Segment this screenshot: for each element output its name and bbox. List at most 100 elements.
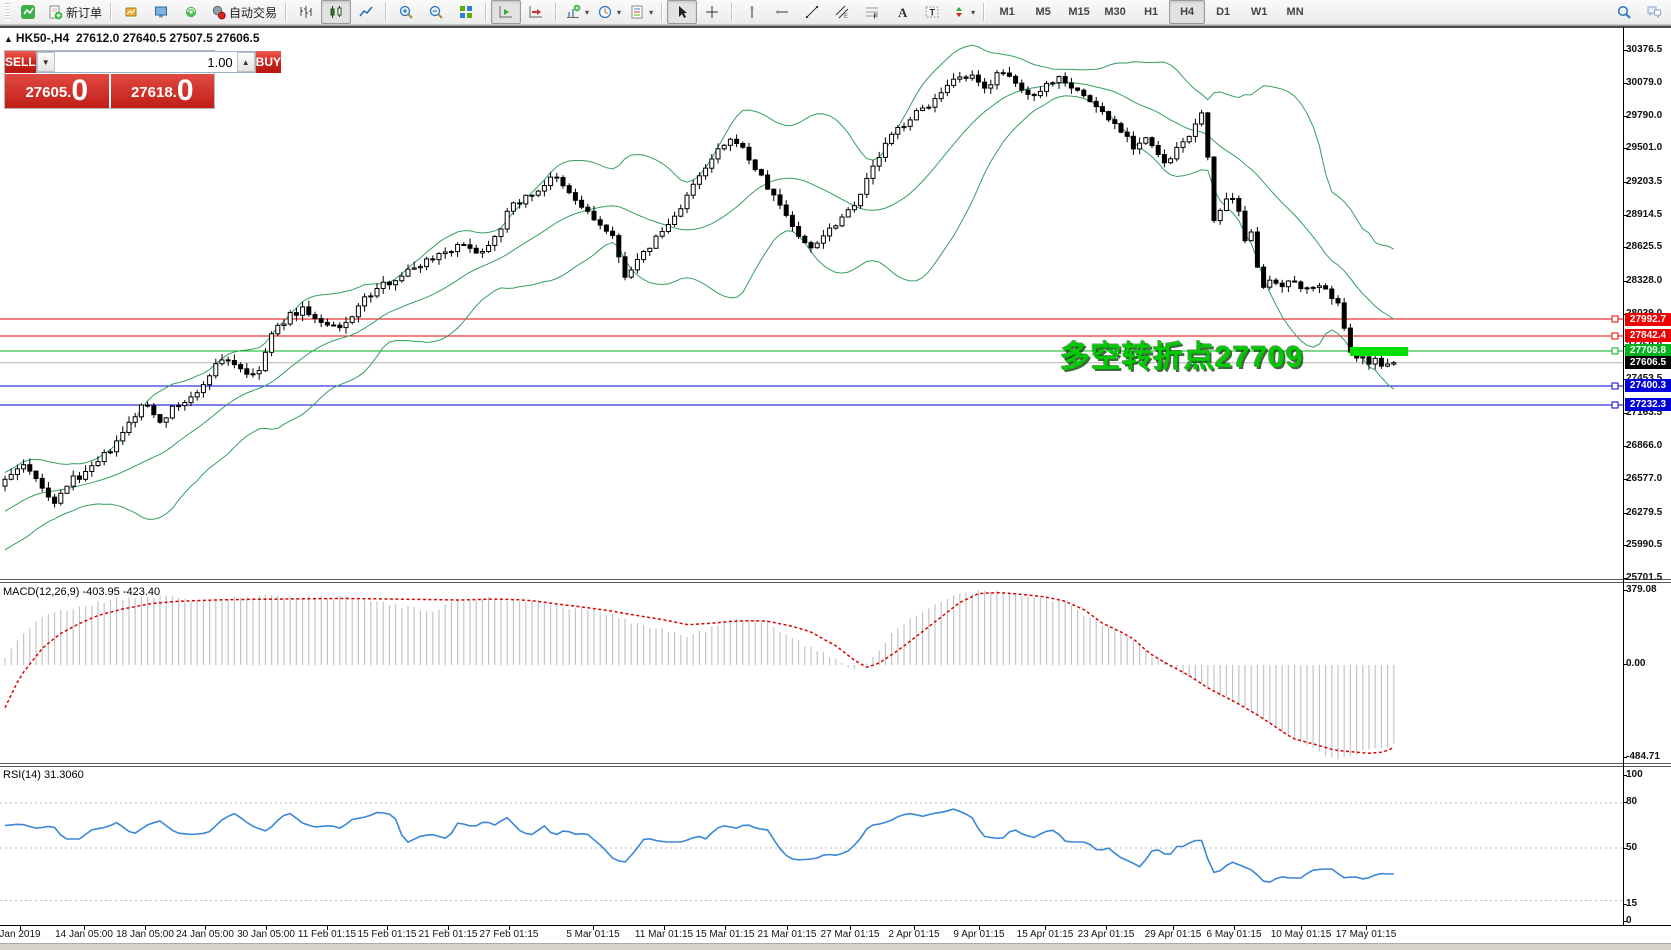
label-button[interactable]: T bbox=[917, 0, 947, 24]
candlestick-button[interactable] bbox=[321, 0, 352, 24]
new-order-button[interactable]: 新订单 bbox=[43, 0, 106, 24]
vertical-line-button[interactable] bbox=[737, 0, 767, 24]
time-axis-tick bbox=[509, 926, 510, 930]
trendline-button[interactable] bbox=[797, 0, 827, 24]
pane-splitter[interactable] bbox=[0, 579, 1671, 583]
trendline-icon bbox=[806, 6, 819, 18]
auto-trading-button-label: 自动交易 bbox=[229, 5, 278, 20]
chart-shift-icon bbox=[529, 6, 543, 18]
chart-shift-button[interactable] bbox=[521, 0, 551, 24]
time-axis-tick bbox=[664, 926, 665, 930]
time-axis-label: 18 Jan 05:00 bbox=[116, 929, 174, 940]
axis-tick-mark bbox=[1623, 413, 1627, 414]
market-watch-button[interactable] bbox=[146, 0, 176, 24]
zoom-out-icon bbox=[429, 5, 443, 19]
charts-button[interactable] bbox=[116, 0, 146, 24]
axis-tick-label: 28328.0 bbox=[1626, 275, 1663, 286]
time-axis-label: 15 Feb 01:15 bbox=[357, 929, 417, 940]
time-axis-label: 29 Apr 01:15 bbox=[1144, 929, 1202, 940]
sell-price-big-digit: 0 bbox=[71, 74, 89, 107]
time-axis-label: 14 Jan 05:00 bbox=[55, 929, 113, 940]
time-axis-tick bbox=[725, 926, 726, 930]
zoom-in-button[interactable] bbox=[391, 0, 421, 24]
sell-button[interactable]: SELL bbox=[5, 51, 36, 73]
fibonacci-button[interactable]: F bbox=[857, 0, 887, 24]
axis-tick-mark bbox=[1623, 545, 1627, 546]
auto-scroll-button[interactable] bbox=[491, 0, 522, 24]
rsi-indicator-pane[interactable] bbox=[0, 765, 1623, 924]
buy-button[interactable]: BUY bbox=[255, 51, 282, 73]
rsi-label: RSI(14) 31.3060 bbox=[3, 769, 84, 781]
time-axis-label: 23 Apr 01:15 bbox=[1077, 929, 1135, 940]
data-window-button[interactable] bbox=[176, 0, 206, 24]
period-button-mn[interactable]: MN bbox=[1286, 6, 1304, 18]
periods-button[interactable]: ▾ bbox=[593, 0, 625, 24]
period-button-m15[interactable]: M15 bbox=[1068, 6, 1090, 18]
horizontal-line-icon bbox=[776, 10, 789, 14]
period-button-m1[interactable]: M1 bbox=[999, 6, 1015, 18]
time-axis-tick bbox=[850, 926, 851, 930]
period-button-w1[interactable]: W1 bbox=[1250, 6, 1268, 18]
ohlc-open: 27612.0 bbox=[75, 31, 120, 45]
volume-up-button[interactable]: ▲ bbox=[236, 52, 255, 72]
auto-trading-icon bbox=[212, 5, 226, 20]
channel-icon: E bbox=[835, 5, 849, 20]
price-chart-pane[interactable] bbox=[0, 28, 1623, 578]
axis-tick-label: 0.00 bbox=[1626, 658, 1646, 669]
collapse-marker-icon[interactable]: ▲ bbox=[4, 34, 13, 44]
tile-windows-button[interactable] bbox=[451, 0, 481, 24]
time-axis-tick bbox=[145, 926, 146, 930]
line-chart-button[interactable] bbox=[351, 0, 381, 24]
volume-input[interactable] bbox=[54, 52, 237, 72]
window-top-border bbox=[0, 25, 1671, 28]
macd-indicator-pane[interactable] bbox=[0, 582, 1623, 762]
auto-trading-button[interactable]: 自动交易 bbox=[206, 0, 281, 24]
main-toolbar: 新订单 自动交易 ▾ ▾ ▾ E F A T ▾ M1 M5 M15 M30 H1 H4 D1 W1 MN bbox=[0, 0, 1671, 25]
price-level-label: 27709.8 bbox=[1625, 344, 1671, 357]
axis-tick-mark bbox=[1623, 904, 1627, 905]
axis-tick-label: 100 bbox=[1626, 769, 1643, 780]
axis-tick-label: -484.71 bbox=[1626, 751, 1660, 762]
toolbar-separator bbox=[983, 3, 986, 21]
volume-down-button[interactable]: ▼ bbox=[36, 52, 55, 72]
dropdown-arrow-icon: ▾ bbox=[649, 7, 654, 17]
horizontal-line-button[interactable] bbox=[767, 0, 797, 24]
chat-icon bbox=[1647, 6, 1661, 19]
period-button-m5[interactable]: M5 bbox=[1035, 6, 1051, 18]
axis-tick-label: 28625.5 bbox=[1626, 241, 1663, 252]
sell-price-main: 27605 bbox=[25, 84, 68, 101]
buy-price[interactable]: 27618. 0 bbox=[110, 74, 214, 108]
time-axis-tick bbox=[593, 926, 594, 930]
bar-chart-button[interactable] bbox=[291, 0, 321, 24]
buy-price-big-digit: 0 bbox=[176, 74, 194, 107]
search-button[interactable] bbox=[1609, 0, 1639, 24]
dropdown-arrow-icon: ▾ bbox=[585, 7, 590, 17]
axis-tick-mark bbox=[1623, 802, 1627, 803]
sell-price[interactable]: 27605. 0 bbox=[5, 74, 109, 108]
time-axis-label: 11 Feb 01:15 bbox=[297, 929, 357, 940]
toolbar-separator bbox=[385, 3, 388, 21]
shapes-button[interactable]: ▾ bbox=[947, 0, 979, 24]
crosshair-button[interactable] bbox=[697, 0, 727, 24]
toolbar-separator bbox=[485, 3, 488, 21]
indicators-button[interactable]: ▾ bbox=[561, 0, 593, 24]
chat-button[interactable] bbox=[1639, 0, 1669, 24]
templates-button[interactable]: ▾ bbox=[625, 0, 657, 24]
text-button[interactable]: A bbox=[887, 0, 917, 24]
time-axis-border bbox=[0, 925, 1671, 926]
zoom-out-button[interactable] bbox=[421, 0, 451, 24]
pivot-highlight-bar bbox=[1350, 347, 1408, 356]
channel-button[interactable]: E bbox=[827, 0, 857, 24]
pane-splitter[interactable] bbox=[0, 763, 1671, 767]
period-button-h1[interactable]: H1 bbox=[1144, 6, 1159, 18]
period-button-m30[interactable]: M30 bbox=[1104, 6, 1126, 18]
period-button-h4[interactable]: H4 bbox=[1169, 0, 1206, 24]
axis-tick-mark bbox=[1623, 921, 1627, 922]
market-watch-icon bbox=[155, 6, 168, 18]
time-axis-tick bbox=[914, 926, 915, 930]
time-axis-label: Jan 2019 bbox=[0, 929, 41, 940]
period-button-d1[interactable]: D1 bbox=[1216, 6, 1231, 18]
buy-price-sep: . bbox=[172, 84, 177, 101]
svg-text:E: E bbox=[844, 14, 848, 20]
cursor-button[interactable] bbox=[667, 0, 698, 24]
